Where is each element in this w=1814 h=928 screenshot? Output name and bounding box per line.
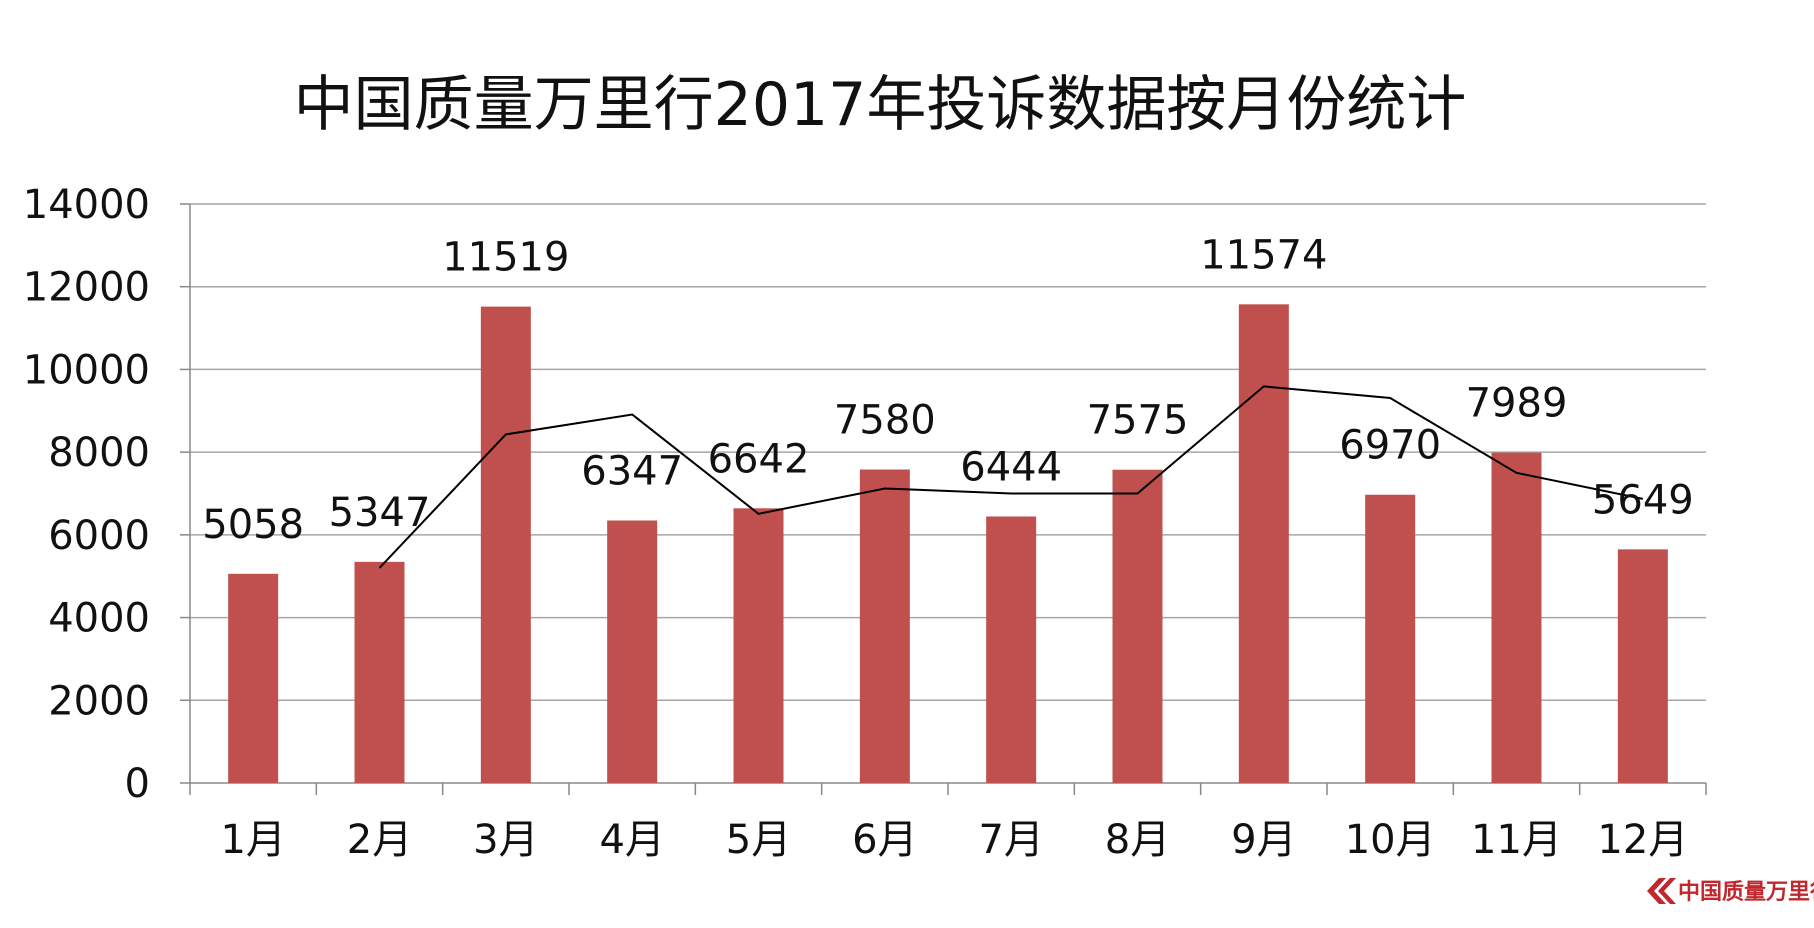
chart-title: 中国质量万里行2017年投诉数据按月份统计 <box>294 70 1467 140</box>
bar-4月 <box>607 520 658 783</box>
x-tick-label-10月: 10月 <box>1345 817 1436 863</box>
bar-6月 <box>859 469 910 783</box>
bar-1月 <box>228 573 279 783</box>
data-label-7月: 6444 <box>960 444 1062 490</box>
x-tick-label-9月: 9月 <box>1231 817 1296 863</box>
bar-8月 <box>1112 469 1163 783</box>
x-tick-label-8月: 8月 <box>1105 817 1170 863</box>
bar-12月 <box>1617 549 1668 783</box>
trend-line <box>378 385 1644 569</box>
watermark-text: 中国质量万里行 <box>1678 879 1814 905</box>
x-tick-label-1月: 1月 <box>220 817 285 863</box>
data-label-2月: 5347 <box>329 490 431 536</box>
data-labels: 5058 5347 11519 6347 6642 7580 6444 7575 11574 69… <box>202 232 1693 547</box>
bar-9月 <box>1238 304 1289 783</box>
x-tick-label-7月: 7月 <box>978 817 1043 863</box>
data-label-8月: 7575 <box>1087 398 1189 444</box>
bars <box>228 304 1668 783</box>
bar-2月 <box>354 561 405 783</box>
data-label-3月: 11519 <box>442 235 569 281</box>
data-label-1月: 5058 <box>202 502 304 548</box>
bar-10月 <box>1365 494 1416 783</box>
x-tick-label-4月: 4月 <box>599 817 664 863</box>
y-tick-label-12000: 12000 <box>23 265 150 311</box>
gridlines <box>190 203 1706 702</box>
x-tick-label-3月: 3月 <box>473 817 538 863</box>
data-label-4月: 6347 <box>581 449 683 495</box>
bar-3月 <box>480 306 531 783</box>
y-tick-label-8000: 8000 <box>48 430 150 476</box>
y-tick-label-14000: 14000 <box>23 182 150 228</box>
x-tick-label-12月: 12月 <box>1597 817 1688 863</box>
data-label-5月: 6642 <box>708 436 810 482</box>
y-tick-label-2000: 2000 <box>48 678 150 724</box>
data-label-9月: 11574 <box>1200 232 1327 278</box>
data-label-6月: 7580 <box>834 398 936 444</box>
bar-11月 <box>1491 452 1542 783</box>
y-axis-ticks: 0 2000 4000 6000 8000 10000 12000 14000 <box>23 182 190 807</box>
bar-5月 <box>733 508 784 783</box>
x-axis-ticks: 1月 2月 3月 4月 5月 6月 7月 8月 9月 10月 11月 12月 <box>220 817 1688 863</box>
data-label-12月: 5649 <box>1592 477 1694 523</box>
watermark-logo-icon <box>1647 878 1676 904</box>
y-tick-label-10000: 10000 <box>23 347 150 393</box>
x-tick-label-2月: 2月 <box>347 817 412 863</box>
y-tick-label-4000: 4000 <box>48 596 150 642</box>
x-tick-label-6月: 6月 <box>852 817 917 863</box>
y-tick-label-6000: 6000 <box>48 513 150 559</box>
axes <box>189 204 1707 795</box>
bar-7月 <box>986 516 1037 783</box>
watermark: 中国质量万里行 <box>1647 878 1814 905</box>
x-tick-label-11月: 11月 <box>1471 817 1562 863</box>
trend-line-group <box>378 385 1644 569</box>
data-label-11月: 7989 <box>1466 381 1568 427</box>
y-tick-label-0: 0 <box>125 761 150 807</box>
x-tick-label-5月: 5月 <box>726 817 791 863</box>
data-label-10月: 6970 <box>1339 423 1441 469</box>
